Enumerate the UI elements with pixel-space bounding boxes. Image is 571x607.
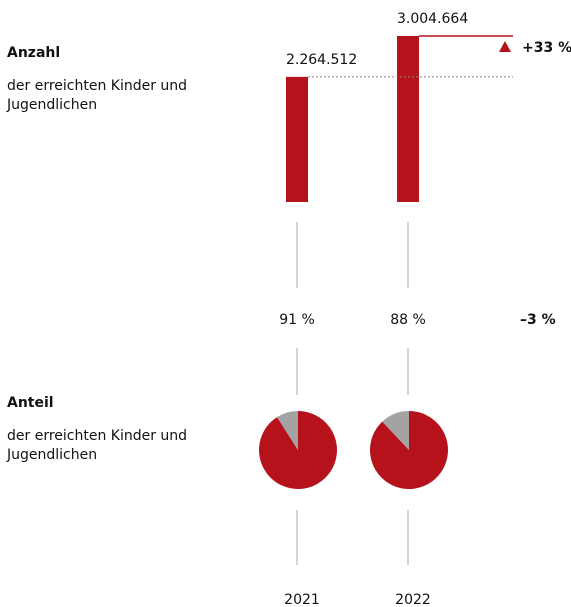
pie-title: Anteil (7, 395, 54, 411)
pie-rest (277, 411, 298, 450)
pie-slice (258, 411, 337, 489)
pie-subtitle: der erreichten Kinder und Jugendlichen (7, 428, 188, 463)
change-label: +33 % (522, 40, 571, 56)
bar (397, 36, 419, 202)
category-label: 2022 (395, 592, 431, 607)
bar-subtitle: der erreichten Kinder und Jugendlichen (7, 78, 188, 113)
value-label: 3.004.664 (397, 11, 468, 27)
change-label: –3 % (520, 312, 556, 328)
pie-value-label: 88 % (390, 312, 426, 328)
pie-rest (382, 411, 409, 450)
bar-title: Anzahl (7, 45, 61, 61)
category-label: 2021 (284, 592, 320, 607)
value-label: 2.264.512 (286, 52, 357, 68)
bar (286, 76, 308, 202)
pie-value-label: 91 % (279, 312, 315, 328)
up-arrow (499, 41, 511, 52)
